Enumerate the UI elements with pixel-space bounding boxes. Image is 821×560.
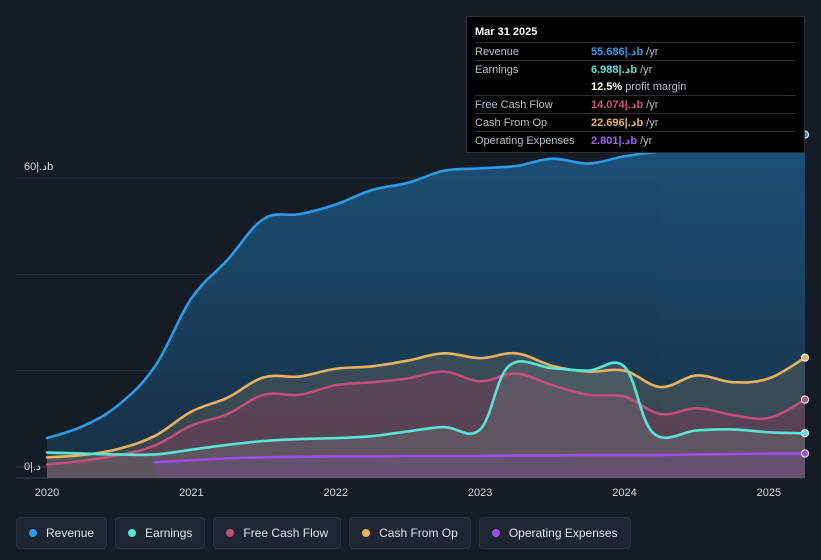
tooltip-row-value: 12.5% <box>591 80 623 93</box>
operating-expenses-end-dot <box>800 449 810 458</box>
earnings-end-dot <box>800 429 810 438</box>
tooltip-row-value: 55.686|.دb <box>591 46 644 58</box>
x-tick-label: 2025 <box>757 487 781 499</box>
tooltip-panel: Mar 31 2025 Revenue 55.686|.دb/yr Earnings… <box>466 16 805 153</box>
legend-item-cash-from-op[interactable]: Cash From Op <box>349 517 471 549</box>
tooltip-row-label: Free Cash Flow <box>475 98 553 111</box>
tooltip-row: Earnings 6.988|.دb/yr <box>475 60 796 78</box>
legend-label: Operating Expenses <box>508 526 618 540</box>
cash-from-op-end-dot <box>800 353 810 362</box>
tooltip-row-value: 2.801|.دb <box>591 135 638 147</box>
legend-dot-icon <box>226 529 235 537</box>
legend-item-revenue[interactable]: Revenue <box>16 517 108 549</box>
legend-label: Revenue <box>46 526 95 540</box>
tooltip-row-unit: profit margin <box>625 80 687 93</box>
tooltip-row-value: 14.074|.دb <box>591 99 644 111</box>
tooltip-date: Mar 31 2025 <box>475 26 538 38</box>
legend-label: Cash From Op <box>379 526 458 540</box>
tooltip-row: Cash From Op 22.696|.دb/yr <box>475 113 796 131</box>
tooltip-row-label: Cash From Op <box>475 116 548 129</box>
cash-from-op-area <box>47 353 805 478</box>
earnings-line <box>45 360 807 457</box>
y-tick-label-top: 60|.دb <box>24 161 53 173</box>
tooltip-row: Free Cash Flow 14.074|.دb/yr <box>475 95 796 113</box>
free-cash-flow-end-dot <box>800 395 810 404</box>
x-tick-label: 2022 <box>324 487 348 499</box>
legend-dot-icon <box>491 529 500 537</box>
tooltip-row: Operating Expenses 2.801|.دb/yr <box>475 131 796 149</box>
tooltip-row: 12.5% profit margin <box>475 78 796 95</box>
tooltip-row-label: Operating Expenses <box>475 134 575 147</box>
legend-label: Free Cash Flow <box>243 526 329 540</box>
legend-dot-icon <box>362 529 371 537</box>
tooltip-row-unit: /yr <box>646 98 659 111</box>
legend-item-earnings[interactable]: Earnings <box>115 517 206 549</box>
x-tick-label: 2024 <box>612 487 636 499</box>
x-tick-label: 2023 <box>468 487 492 499</box>
legend-dot-icon <box>128 529 137 537</box>
operating-expenses-area <box>155 453 806 478</box>
cash-from-op-line <box>45 351 807 459</box>
tooltip-row-label: Earnings <box>475 63 519 76</box>
legend-item-free-cash-flow[interactable]: Free Cash Flow <box>213 517 342 549</box>
operating-expenses-line <box>153 452 807 464</box>
legend-dot-icon <box>29 529 37 537</box>
tooltip-row: Revenue 55.686|.دb/yr <box>475 42 796 60</box>
free-cash-flow-area <box>47 371 805 478</box>
tooltip-row-label: Revenue <box>475 45 520 58</box>
tooltip-row-value: 6.988|.دb <box>591 64 638 76</box>
tooltip-row-unit: /yr <box>640 134 653 147</box>
tooltip-row-value: 22.696|.دb <box>591 117 644 129</box>
legend: Revenue Earnings Free Cash Flow Cash From O… <box>16 517 631 549</box>
y-tick-label-bottom: 0|.د <box>24 461 41 473</box>
earnings-area <box>47 361 805 478</box>
tooltip-row-unit: /yr <box>646 116 659 129</box>
x-tick-label: 2020 <box>35 487 59 499</box>
tooltip-row-unit: /yr <box>640 63 653 76</box>
legend-label: Earnings <box>145 526 193 540</box>
tooltip-row-unit: /yr <box>646 45 659 58</box>
free-cash-flow-line <box>45 370 807 466</box>
x-tick-label: 2021 <box>179 487 203 499</box>
legend-item-operating-expenses[interactable]: Operating Expenses <box>478 517 631 549</box>
